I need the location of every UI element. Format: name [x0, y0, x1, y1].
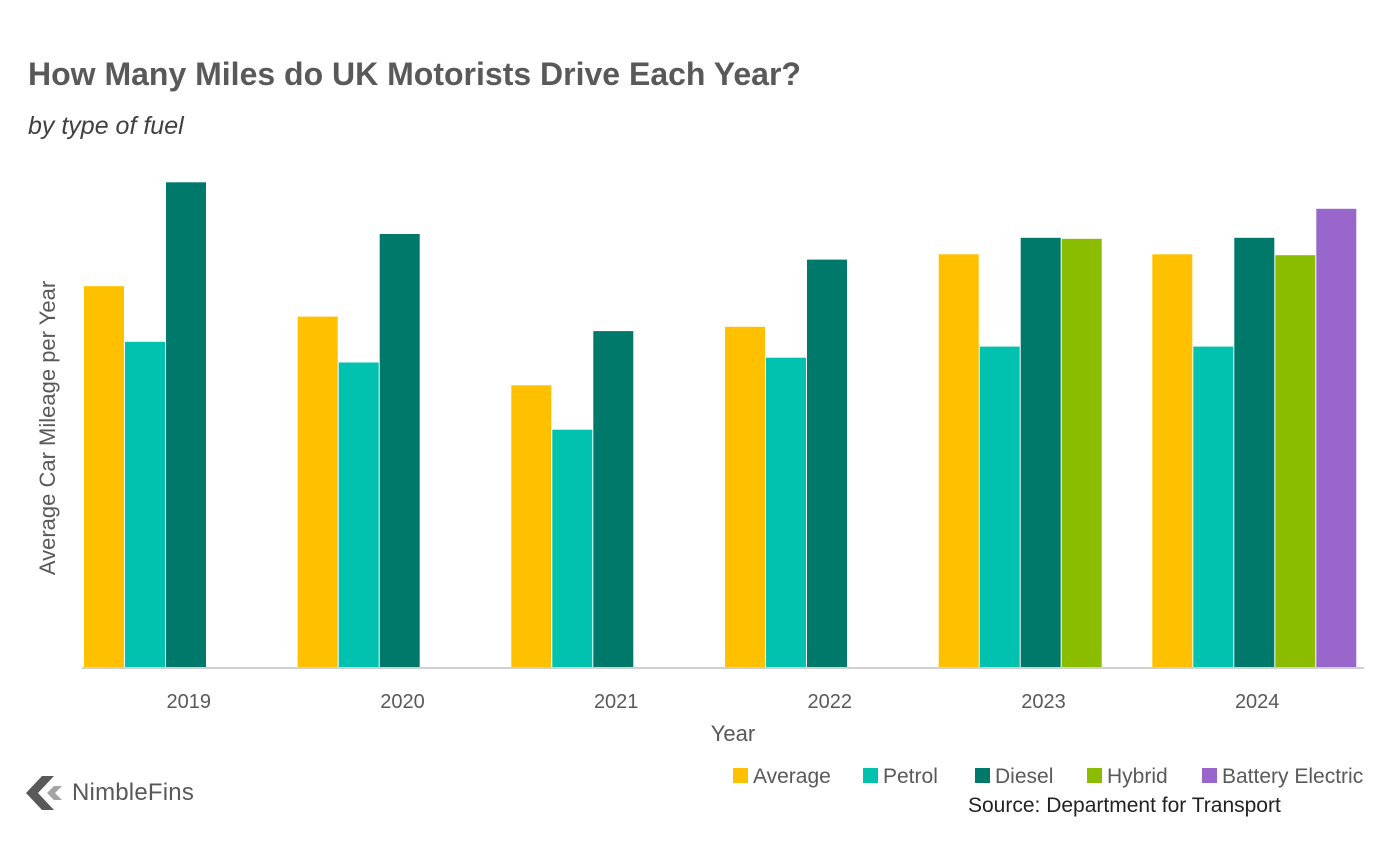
bar-average-2022 — [725, 326, 765, 668]
x-tick-label-2021: 2021 — [594, 691, 639, 713]
logo: NimbleFins — [24, 776, 194, 810]
bar-diesel-2019 — [166, 182, 206, 669]
x-axis-title: Year — [711, 721, 755, 746]
bar-diesel-2023 — [1020, 237, 1061, 669]
bar-diesel-2020 — [379, 234, 420, 668]
legend-label: Hybrid — [1107, 765, 1168, 788]
bar-hybrid-2024 — [1275, 255, 1316, 668]
source-note: Source: Department for Transport — [968, 794, 1281, 817]
x-tick-label-2019: 2019 — [167, 691, 212, 713]
chevron-left-icon — [26, 776, 62, 810]
legend-label: Average — [753, 765, 831, 788]
legend-label: Petrol — [883, 765, 938, 788]
bar-petrol-2022 — [766, 357, 806, 668]
legend-item-average: Average — [733, 765, 831, 788]
logo-text: NimbleFins — [72, 779, 195, 806]
bar-petrol-2021 — [552, 429, 593, 668]
bar-average-2019 — [84, 286, 124, 668]
bar-petrol-2024 — [1193, 346, 1234, 668]
x-tick-label-2020: 2020 — [380, 691, 425, 713]
x-tick-label-2022: 2022 — [808, 691, 853, 713]
bar-average-2024 — [1152, 254, 1193, 669]
bar-group — [84, 182, 1357, 669]
legend-swatch — [1202, 768, 1217, 783]
bar-diesel-2024 — [1234, 237, 1275, 669]
legend-item-diesel: Diesel — [975, 765, 1053, 788]
x-tick-labels: 2019 2020 2021 2022 2023 2024 — [167, 691, 1280, 713]
legend-item-hybrid: Hybrid — [1087, 765, 1168, 788]
legend-swatch — [1087, 768, 1102, 783]
legend: Average Petrol Diesel Hybrid Battery Electri… — [733, 765, 1363, 788]
bar-petrol-2020 — [338, 362, 379, 668]
bar-petrol-2019 — [125, 341, 165, 669]
bar-average-2023 — [938, 254, 979, 669]
bar-hybrid-2023 — [1061, 238, 1102, 669]
bar-battery-electric-2024 — [1316, 208, 1357, 669]
chart-title: How Many Miles do UK Motorists Drive Eac… — [28, 56, 801, 92]
chart-subtitle: by type of fuel — [28, 112, 184, 140]
x-tick-label-2023: 2023 — [1021, 691, 1066, 713]
bar-diesel-2021 — [593, 331, 634, 668]
legend-item-battery-electric: Battery Electric — [1202, 765, 1363, 788]
legend-swatch — [975, 768, 990, 783]
y-axis-title: Average Car Mileage per Year — [35, 281, 60, 575]
bar-diesel-2022 — [807, 259, 847, 668]
legend-swatch — [733, 768, 748, 783]
legend-swatch — [863, 768, 878, 783]
legend-label: Diesel — [995, 765, 1053, 788]
legend-label: Battery Electric — [1222, 765, 1363, 788]
x-tick-label-2024: 2024 — [1235, 691, 1280, 713]
bar-average-2020 — [297, 316, 338, 668]
bar-average-2021 — [511, 385, 552, 669]
bar-petrol-2023 — [979, 346, 1020, 668]
legend-item-petrol: Petrol — [863, 765, 938, 788]
